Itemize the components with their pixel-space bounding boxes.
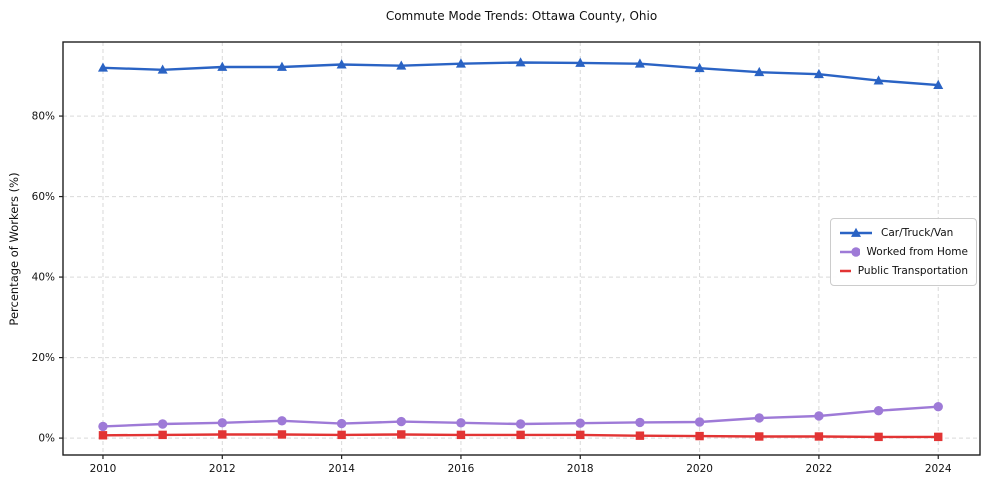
triangle-marker — [754, 66, 765, 77]
triangle-marker — [851, 227, 861, 237]
chart-title: Commute Mode Trends: Ottawa County, Ohio — [385, 9, 658, 23]
y-tick-label: 60% — [32, 191, 55, 203]
x-tick-label: 2010 — [90, 463, 117, 475]
circle-marker — [635, 417, 645, 428]
circle-marker — [157, 419, 168, 429]
series-public-transportation — [98, 430, 943, 442]
x-tick-label: 2024 — [925, 463, 952, 475]
square-marker — [695, 431, 704, 441]
square-marker — [158, 430, 167, 440]
square-marker — [814, 432, 824, 441]
legend-item-car-truck-van: Car/Truck/Van — [838, 225, 968, 241]
triangle-marker — [634, 58, 645, 68]
y-tick-label: 40% — [32, 272, 55, 284]
square-marker — [98, 431, 108, 440]
square-marker — [934, 432, 943, 442]
legend-item-worked-from-home: Worked from Home — [838, 244, 968, 260]
triangle-marker — [276, 61, 287, 71]
circle-marker — [396, 416, 406, 427]
square-marker — [218, 430, 227, 439]
triangle-marker — [336, 59, 347, 69]
legend: Car/Truck/Van Worked from Home Public Tran… — [830, 218, 977, 286]
triangle-marker — [396, 60, 407, 70]
legend-swatch-triangle-icon — [840, 227, 872, 237]
legend-label: Public Transportation — [857, 265, 968, 277]
triangle-marker — [97, 62, 108, 72]
circle-marker — [217, 418, 227, 428]
y-tick-label: 80% — [32, 111, 55, 123]
x-tick-label: 2018 — [567, 463, 594, 475]
triangle-marker — [217, 61, 228, 71]
circle-marker — [873, 406, 884, 416]
circle-marker — [694, 417, 705, 427]
square-marker — [337, 430, 346, 440]
square-marker — [635, 431, 645, 440]
triangle-marker — [873, 75, 884, 85]
x-tick-label: 2016 — [448, 463, 475, 475]
circle-marker — [814, 411, 824, 421]
triangle-marker — [813, 68, 824, 79]
square-marker — [397, 430, 406, 439]
triangle-marker — [933, 79, 944, 89]
x-tick-label: 2020 — [686, 463, 713, 475]
circle-marker — [933, 401, 943, 412]
x-tick-label: 2014 — [328, 463, 355, 475]
square-marker — [277, 430, 287, 439]
triangle-marker — [694, 62, 705, 73]
plot-frame — [62, 41, 981, 456]
series-worked-from-home — [98, 401, 943, 432]
legend-label: Worked from Home — [866, 246, 968, 258]
square-marker — [576, 430, 585, 440]
circle-marker — [515, 419, 526, 429]
legend-swatch-circle-icon — [840, 247, 860, 257]
circle-marker — [754, 413, 764, 423]
x-tick-label: 2022 — [806, 463, 833, 475]
triangle-marker — [157, 64, 168, 74]
legend-label: Car/Truck/Van — [881, 227, 954, 239]
square-marker — [755, 432, 764, 441]
circle-marker — [456, 418, 466, 428]
triangle-marker — [515, 57, 526, 67]
series-car-truck-van — [97, 57, 944, 89]
square-marker — [456, 430, 466, 440]
square-marker — [874, 432, 883, 442]
legend-swatch-square-icon — [840, 269, 851, 273]
circle-marker — [336, 418, 347, 429]
triangle-marker — [455, 58, 466, 68]
square-marker — [516, 430, 525, 440]
circle-marker — [277, 416, 287, 426]
x-tick-label: 2012 — [209, 463, 236, 475]
circle-marker — [851, 247, 860, 257]
legend-item-public-transportation: Public Transportation — [838, 263, 968, 279]
circle-marker — [98, 421, 108, 432]
circle-marker — [575, 418, 585, 428]
triangle-marker — [575, 57, 586, 67]
y-tick-label: 20% — [32, 352, 55, 364]
y-tick-label: 0% — [38, 433, 55, 445]
